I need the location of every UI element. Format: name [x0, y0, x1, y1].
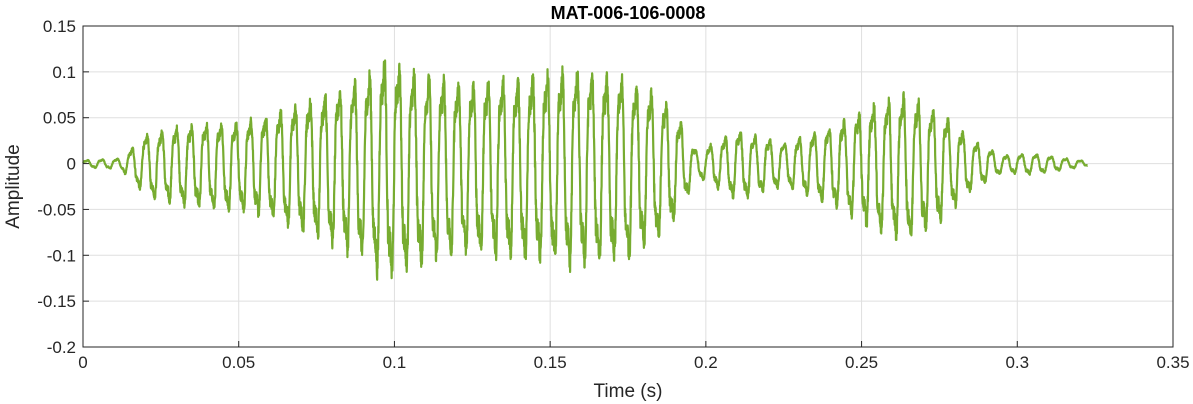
y-tick-label: 0.1 — [52, 63, 76, 82]
x-tick-label: 0.15 — [534, 353, 567, 372]
x-tick-label: 0.35 — [1156, 353, 1189, 372]
y-tick-label: -0.1 — [47, 246, 76, 265]
x-tick-label: 0.2 — [694, 353, 718, 372]
y-tick-label: 0.15 — [43, 17, 76, 36]
grid — [82, 25, 1174, 348]
y-axis-label: Amplitude — [3, 144, 24, 229]
y-tick-label: 0 — [67, 155, 76, 174]
y-axis-ticks: -0.2 -0.15 -0.1 -0.05 0 0.05 0.1 0.15 — [37, 17, 89, 357]
waveform-line — [82, 59, 1089, 281]
x-tick-label: 0.25 — [845, 353, 878, 372]
y-tick-label: -0.05 — [37, 200, 76, 219]
y-tick-label: 0.05 — [43, 109, 76, 128]
y-tick-label: -0.2 — [47, 338, 76, 357]
series-layer — [82, 59, 1089, 281]
x-tick-label: 0.3 — [1005, 353, 1029, 372]
y-tick-label: -0.15 — [37, 292, 76, 311]
axes-box — [82, 25, 1174, 348]
x-axis-ticks: 0 0.05 0.1 0.15 0.2 0.25 0.3 0.35 — [78, 341, 1190, 372]
x-tick-label: 0.1 — [383, 353, 407, 372]
x-tick-label: 0 — [78, 353, 87, 372]
chart-title: MAT-006-106-0008 — [551, 3, 706, 23]
x-axis-label: Time (s) — [594, 381, 663, 402]
x-tick-label: 0.05 — [222, 353, 255, 372]
